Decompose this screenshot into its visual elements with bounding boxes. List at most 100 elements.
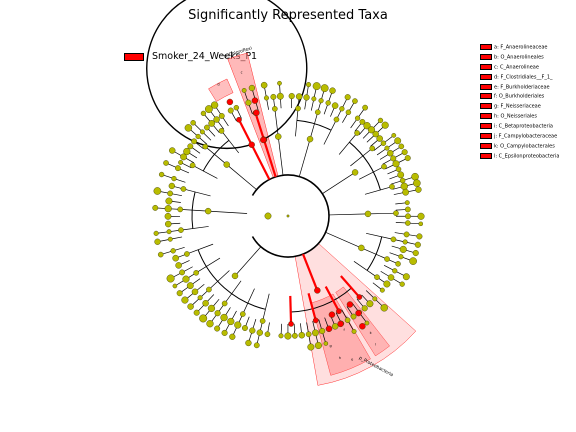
taxon-node (314, 109, 321, 115)
taxon-node (399, 281, 405, 287)
biomarker-legend-item: j: F_Campylobacteraceae (480, 133, 559, 143)
biomarker-legend-item: f: O_Burkholderiales (480, 93, 559, 103)
taxon-node (164, 212, 172, 220)
taxon-node (256, 329, 263, 336)
taxon-node (186, 282, 194, 290)
taxon-node (264, 331, 271, 338)
biomarker-legend: a: F_Anaerolineaceae b: O_Anaerolineales c… (480, 44, 559, 163)
taxon-node (207, 304, 216, 312)
taxon-node (166, 274, 175, 283)
taxon-node (363, 122, 371, 130)
tree-branch (192, 164, 218, 179)
taxon-node (331, 102, 339, 109)
taxon-node (394, 137, 402, 145)
taxon-node (157, 251, 164, 258)
biomarker-legend-label: j: F_Campylobacteraceae (494, 133, 558, 140)
tree-branch (208, 210, 248, 214)
taxon-node (366, 300, 374, 308)
taxon-node (416, 233, 423, 240)
tree-arc (349, 141, 381, 191)
biomarker-legend-swatch (480, 133, 492, 140)
taxon-node (286, 214, 290, 218)
taxon-node (165, 220, 172, 228)
biomarker-node (260, 136, 267, 144)
taxon-node (393, 210, 399, 216)
tree-arc (290, 287, 352, 313)
taxon-node (311, 96, 317, 102)
biomarker-legend-label: c: C_Anaerolineae (494, 64, 539, 71)
biomarker-legend-item: h: O_Neisseriales (480, 113, 559, 123)
taxon-node (380, 140, 387, 146)
taxon-node (239, 311, 246, 317)
taxon-node (204, 207, 212, 215)
taxon-node (169, 147, 176, 154)
taxon-node (241, 88, 247, 93)
taxon-node (372, 130, 379, 138)
taxon-node (176, 290, 183, 297)
taxon-node (184, 251, 190, 257)
tree-branch (302, 253, 319, 291)
taxon-node (405, 220, 411, 226)
taxon-node (221, 300, 228, 307)
taxon-node (295, 93, 303, 100)
taxon-node (397, 171, 405, 179)
biomarker-node (328, 311, 336, 318)
taxon-node (179, 269, 185, 276)
taxon-node (182, 275, 190, 283)
clade-letter: f (343, 328, 345, 332)
taxon-node (395, 261, 401, 267)
biomarker-node (236, 116, 242, 123)
taxon-node (404, 200, 410, 206)
tree-branch (328, 213, 368, 216)
taxon-node (229, 333, 236, 340)
taxon-node (153, 230, 159, 236)
tree-branch (277, 136, 284, 176)
taxon-node (391, 133, 397, 138)
taxon-node (175, 165, 181, 172)
biomarker-legend-swatch (480, 93, 492, 100)
biomarker-legend-label: d: F_Clostridiales__F_1_ (494, 74, 553, 81)
tree-branch (180, 209, 209, 212)
taxon-node (418, 221, 423, 227)
taxon-node (351, 328, 357, 334)
taxon-node (206, 320, 214, 328)
taxon-node (387, 149, 394, 157)
tree-branch (361, 247, 388, 260)
taxon-node (333, 116, 340, 123)
tree-branch (324, 286, 340, 312)
taxon-node (404, 155, 411, 162)
biomarker-legend-label: h: O_Neisseriales (494, 113, 537, 120)
tree-branch (205, 146, 227, 165)
highlight-clostridiales (208, 78, 234, 102)
biomarker-legend-item: l: C_Epsilonproteobacteria (480, 152, 559, 163)
highlight-layer (208, 52, 417, 386)
taxon-node (380, 304, 388, 312)
taxon-node (263, 95, 269, 101)
tree-branch (254, 112, 265, 141)
node-layer (152, 80, 425, 351)
tree-branch (350, 148, 373, 167)
taxon-node (284, 332, 292, 340)
taxon-node (384, 145, 390, 151)
biomarker-legend-swatch (480, 44, 492, 50)
taxon-node (191, 288, 199, 296)
taxon-node (372, 296, 378, 302)
biomarker-legend-swatch (480, 53, 492, 60)
taxon-node (172, 254, 179, 262)
taxon-node (413, 179, 421, 187)
tree-branch (180, 226, 209, 231)
taxon-node (331, 323, 339, 330)
taxon-node (318, 98, 324, 104)
taxon-node (402, 273, 410, 281)
taxon-node (402, 239, 408, 245)
tree-branch (358, 166, 385, 180)
taxon-node (295, 105, 301, 112)
taxon-node (158, 171, 165, 178)
taxon-node (384, 256, 390, 262)
tree-branch (208, 270, 230, 290)
taxon-node (339, 106, 345, 112)
taxon-node (411, 172, 419, 181)
biomarker-node (248, 141, 255, 148)
taxon-node (259, 318, 266, 324)
taxon-node (361, 305, 368, 312)
